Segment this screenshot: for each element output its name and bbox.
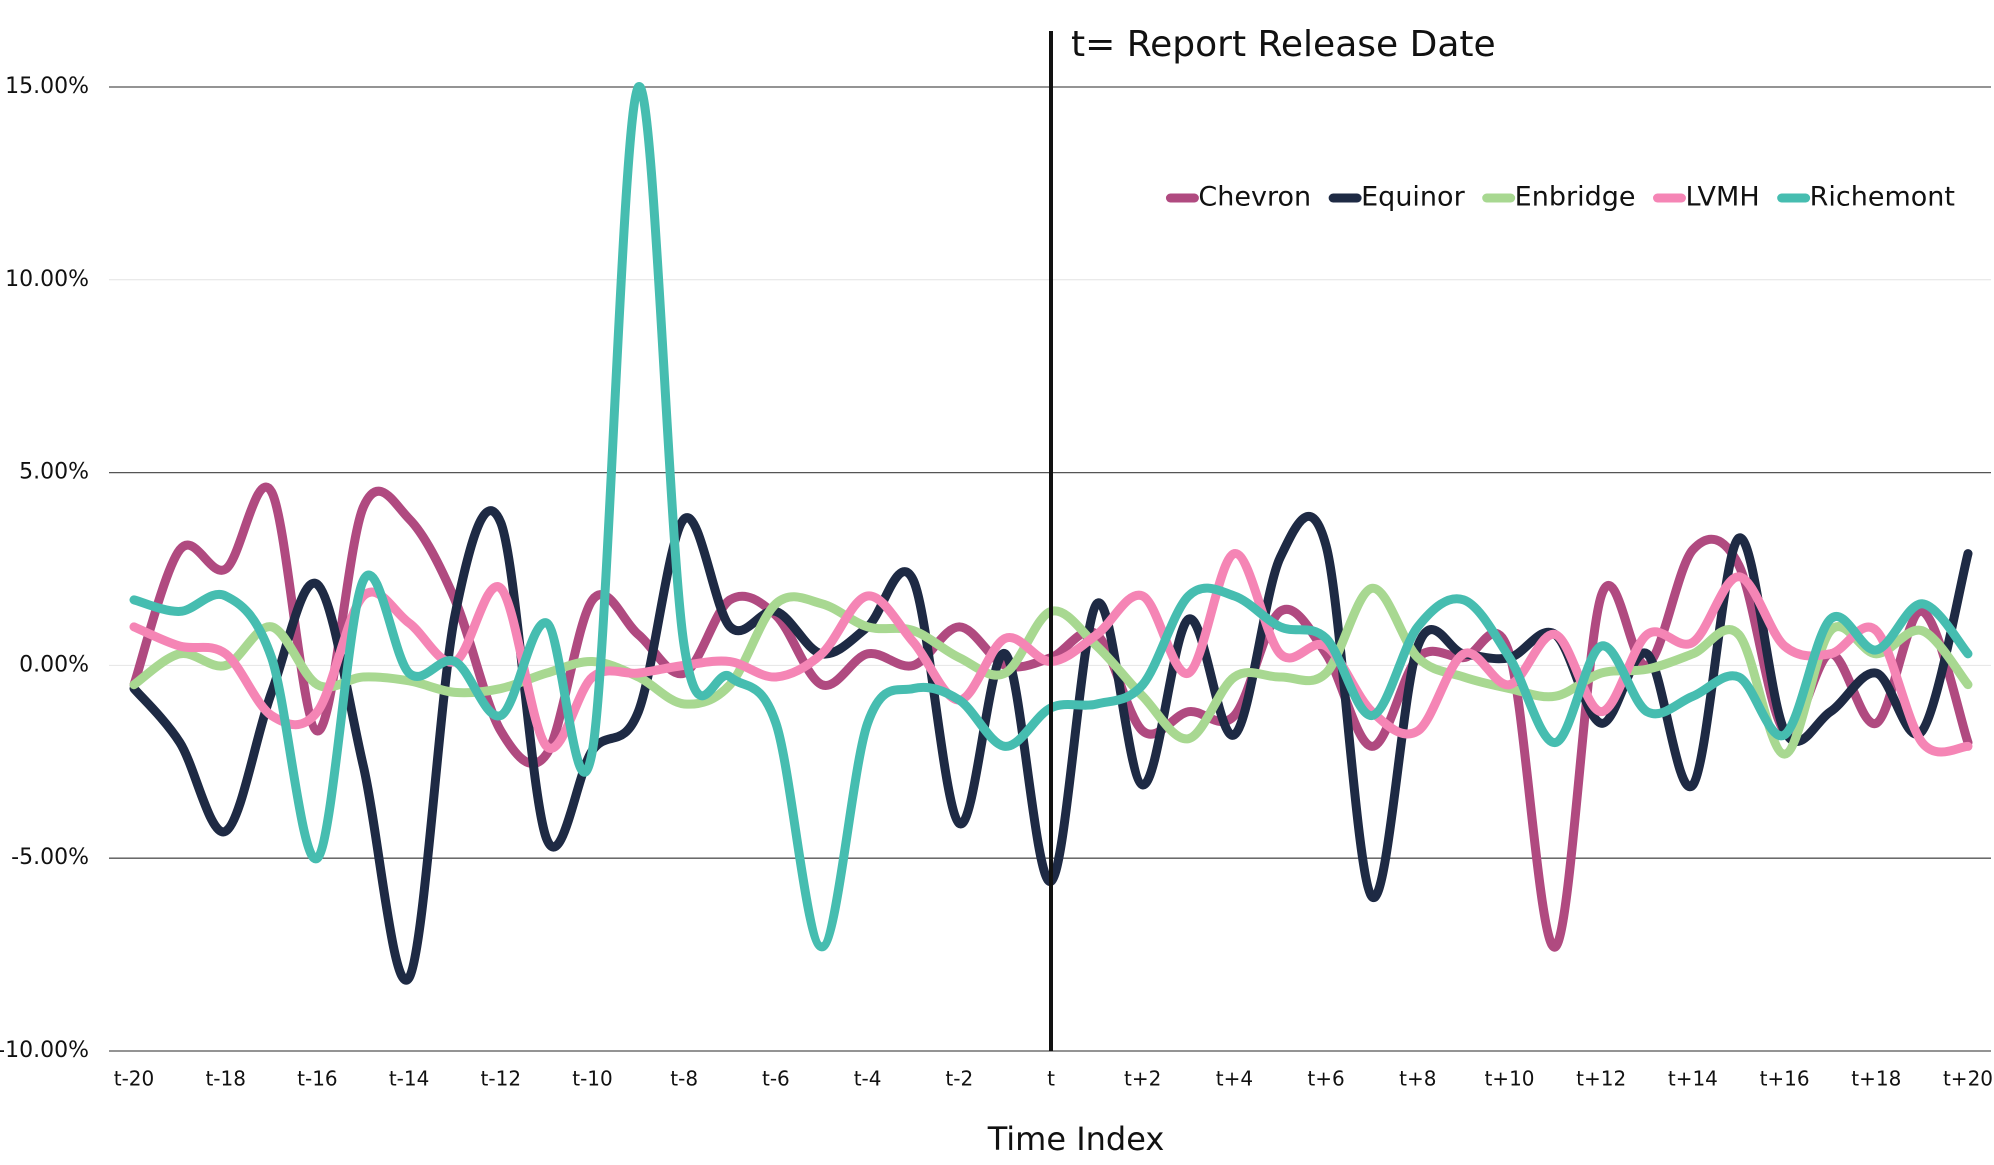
x-tick-label: t+10 [1484,1067,1534,1091]
x-tick-label: t-18 [205,1067,246,1091]
y-tick-label: 10.00% [5,267,89,292]
x-tick-label: t-12 [481,1067,522,1091]
x-tick-label: t-4 [854,1067,882,1091]
x-tick-label: t-14 [389,1067,430,1091]
x-tick-label: t+14 [1668,1067,1718,1091]
legend: Chevron Equinor Enbridge LVMH Richemont [1165,182,1955,213]
legend-label: Richemont [1810,182,1955,213]
x-tick-label: t+20 [1943,1067,1993,1091]
x-tick-label: t+8 [1399,1067,1436,1091]
x-tick-label: t-8 [670,1067,698,1091]
x-tick-label: t-2 [945,1067,973,1091]
line-series [129,82,1973,952]
x-tick-label: t-6 [762,1067,790,1091]
x-tick-label: t+4 [1216,1067,1253,1091]
y-tick-label: 5.00% [19,460,89,485]
legend-label: Equinor [1361,182,1465,213]
line-series [129,583,1973,759]
x-tick-label: t+6 [1307,1067,1344,1091]
x-tick-label: t+12 [1576,1067,1626,1091]
y-tick-label: -5.00% [11,845,89,870]
y-tick-label: 0.00% [19,652,89,677]
annotation: t= Report Release Date [1071,24,1496,65]
y-tick-label: 15.00% [5,74,89,99]
x-tick-label: t-16 [297,1067,338,1091]
x-tick-label: t-10 [572,1067,613,1091]
x-tick-label: t-20 [114,1067,155,1091]
legend-label: Chevron [1198,182,1311,213]
x-tick-label: t+18 [1851,1067,1901,1091]
x-axis-title: Time Index [987,1120,1165,1158]
legend-label: Enbridge [1515,182,1636,213]
x-tick-label: t+16 [1760,1067,1810,1091]
legend-label: LVMH [1685,182,1759,213]
x-tick-label: t [1047,1067,1055,1091]
y-tick-label: -10.00% [0,1038,89,1063]
x-tick-label: t+2 [1124,1067,1161,1091]
